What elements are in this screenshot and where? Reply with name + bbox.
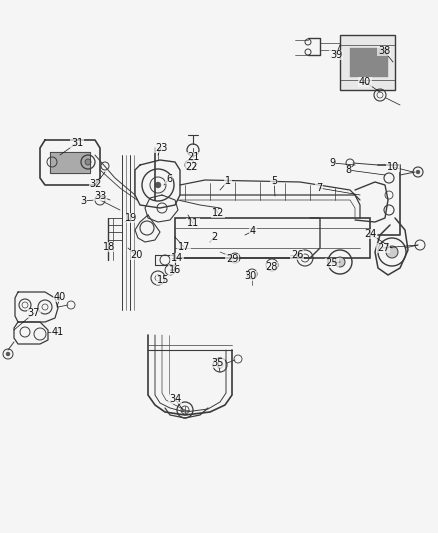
Text: 8: 8 — [345, 165, 351, 175]
Text: 21: 21 — [187, 152, 199, 162]
Text: 38: 38 — [378, 46, 390, 56]
Text: 25: 25 — [326, 258, 338, 268]
Bar — [175, 218, 370, 258]
Text: 35: 35 — [212, 358, 224, 368]
Circle shape — [386, 246, 398, 258]
Circle shape — [6, 352, 10, 356]
Text: 33: 33 — [94, 191, 106, 201]
Text: 40: 40 — [359, 77, 371, 87]
Circle shape — [155, 182, 161, 188]
Text: 31: 31 — [71, 138, 83, 148]
Text: 24: 24 — [364, 229, 376, 239]
Text: 5: 5 — [271, 176, 277, 186]
Text: 1: 1 — [225, 176, 231, 186]
Text: 3: 3 — [80, 196, 86, 206]
Text: 18: 18 — [103, 242, 115, 252]
Text: 16: 16 — [169, 265, 181, 275]
Text: 28: 28 — [265, 262, 277, 272]
Text: 19: 19 — [125, 213, 137, 223]
Text: 30: 30 — [244, 271, 256, 281]
Text: 41: 41 — [52, 327, 64, 337]
Text: 10: 10 — [387, 162, 399, 172]
Text: 7: 7 — [316, 183, 322, 193]
Circle shape — [85, 159, 91, 165]
Polygon shape — [50, 152, 90, 173]
Text: 20: 20 — [130, 250, 142, 260]
Text: 9: 9 — [329, 158, 335, 168]
Text: 14: 14 — [171, 253, 183, 263]
Text: 27: 27 — [377, 243, 389, 253]
Text: 17: 17 — [178, 242, 190, 252]
Text: 37: 37 — [28, 308, 40, 318]
Text: 22: 22 — [186, 162, 198, 172]
Text: 32: 32 — [90, 179, 102, 189]
Text: 2: 2 — [211, 232, 217, 242]
Circle shape — [335, 257, 345, 267]
Text: 4: 4 — [250, 226, 256, 236]
Circle shape — [416, 170, 420, 174]
Text: 34: 34 — [169, 394, 181, 404]
Text: 6: 6 — [166, 174, 172, 184]
Text: 40: 40 — [54, 292, 66, 302]
Text: 12: 12 — [212, 208, 224, 218]
Text: 15: 15 — [157, 275, 169, 285]
Text: 39: 39 — [330, 50, 342, 60]
Text: 11: 11 — [187, 218, 199, 228]
Text: 26: 26 — [291, 250, 303, 260]
Text: 29: 29 — [226, 254, 238, 264]
Polygon shape — [350, 48, 388, 77]
Text: 23: 23 — [155, 143, 167, 153]
Bar — [340, 35, 395, 90]
